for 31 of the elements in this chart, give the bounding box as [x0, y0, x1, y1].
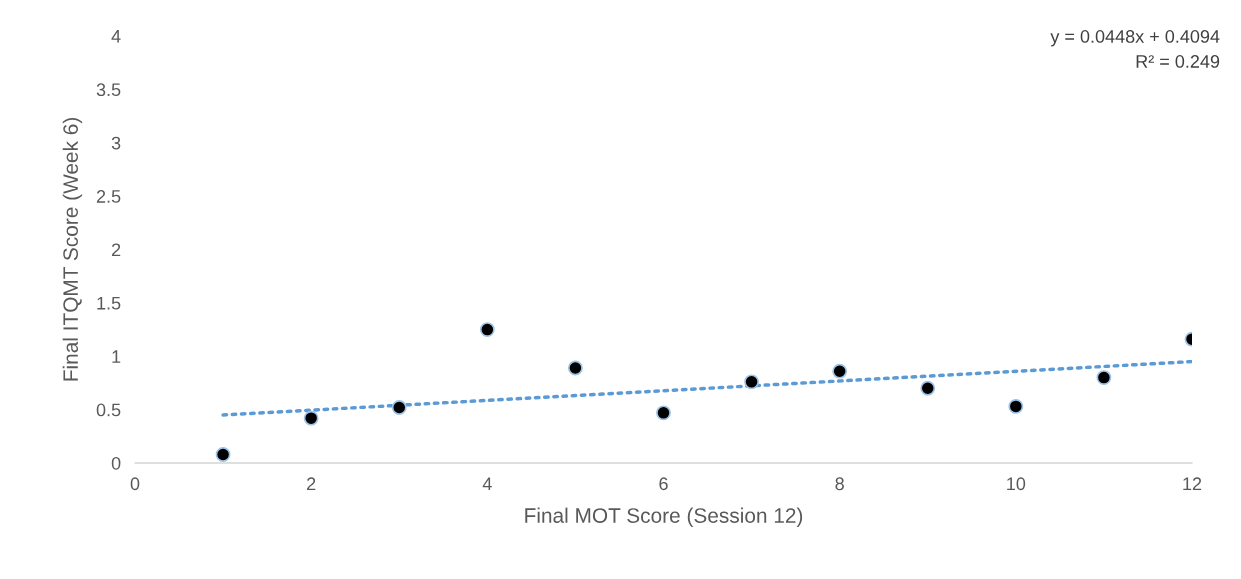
- y-tick-label: 2.5: [96, 190, 121, 203]
- point: [1096, 370, 1112, 386]
- y-tick-label: 0.5: [96, 403, 121, 417]
- y-tick-label: 3: [111, 136, 121, 150]
- x-tick-label: 12: [1183, 477, 1202, 490]
- point: [479, 322, 495, 337]
- x-tick-label: 2: [307, 477, 316, 490]
- point: [215, 447, 231, 462]
- point: [832, 363, 848, 379]
- x-axis-title: Final MOT Score (Session 12): [525, 507, 803, 528]
- point: [391, 400, 407, 415]
- y-tick-label: 1: [112, 350, 121, 363]
- y-tick-label: 3.5: [96, 83, 121, 97]
- x-tick-label: 4: [482, 477, 492, 490]
- x-tick-label: 8: [835, 477, 844, 491]
- x-tick-label: 10: [1007, 477, 1026, 491]
- y-axis-title: Final ITQMT Score (Week 6): [62, 118, 83, 381]
- point: [567, 360, 583, 376]
- point: [303, 410, 319, 426]
- x-tick-label: 0: [130, 477, 140, 491]
- y-tick-label: 2: [111, 243, 121, 257]
- annotation: y = 0.0448x + 0.4094: [1050, 30, 1220, 47]
- point: [1008, 398, 1024, 414]
- y-tick-label: 1.5: [97, 297, 121, 310]
- point: [744, 374, 760, 390]
- y-tick-label: 4: [111, 30, 121, 43]
- annotation: R² = 0.249: [1136, 55, 1220, 68]
- y-tick-label: 0: [111, 456, 121, 470]
- point: [656, 405, 671, 421]
- point: [920, 380, 936, 396]
- x-tick-label: 6: [659, 477, 668, 491]
